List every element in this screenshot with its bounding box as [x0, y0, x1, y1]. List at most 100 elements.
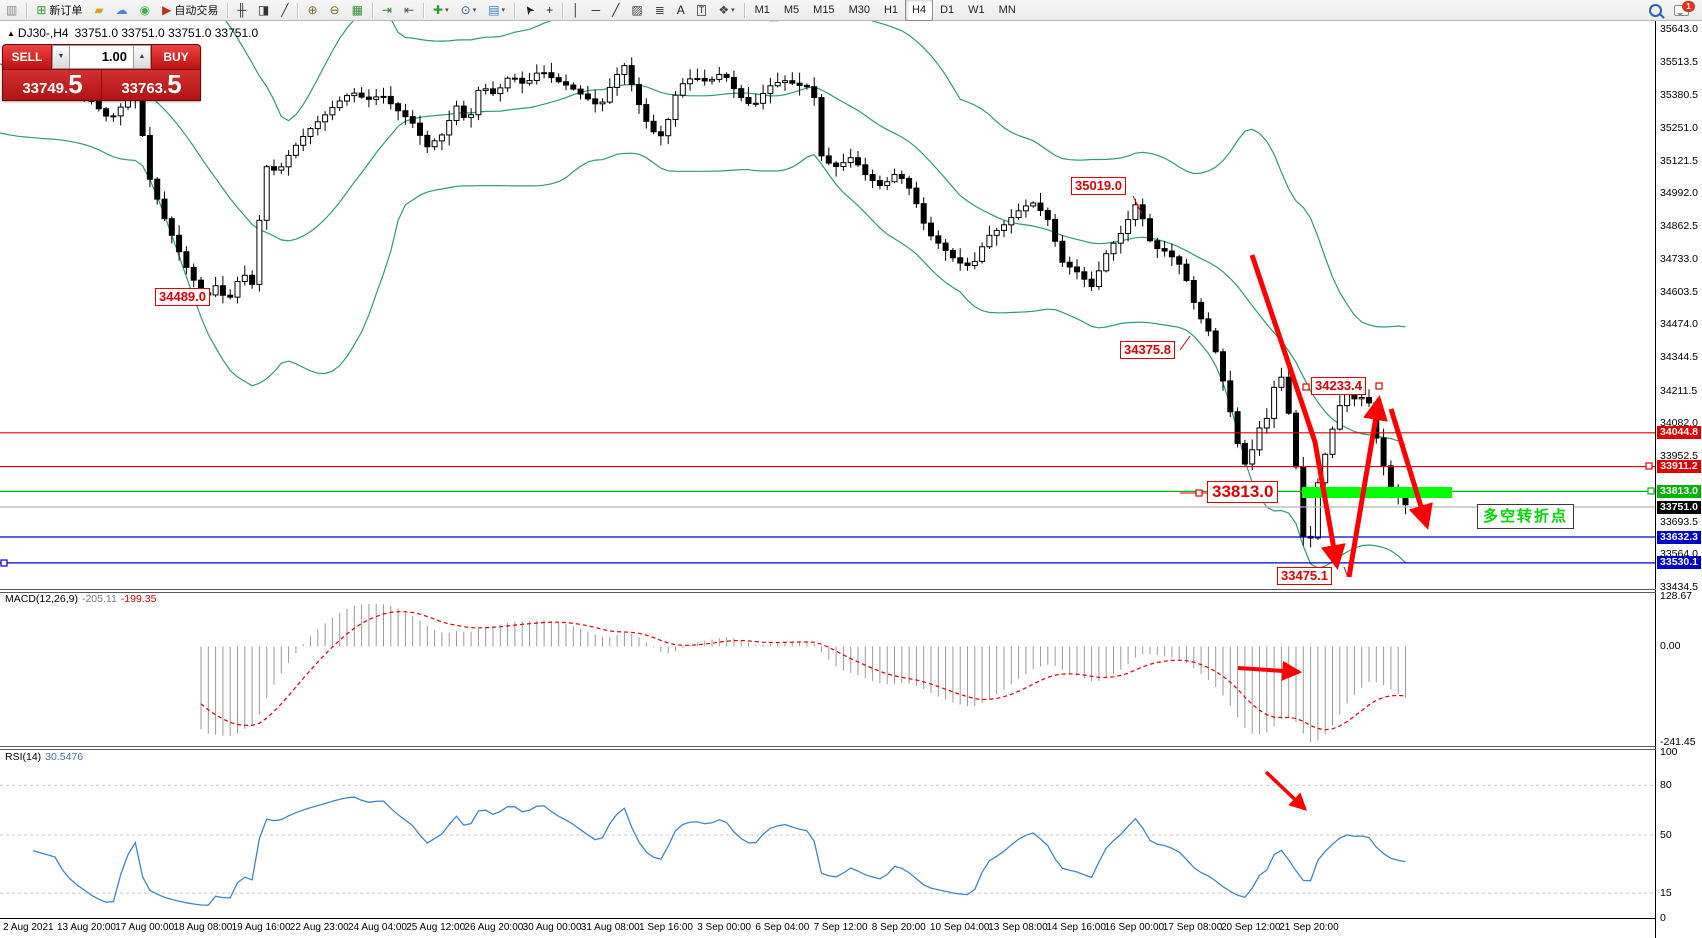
- timeframe-button-h1[interactable]: H1: [883, 4, 899, 16]
- price-scale-tick: 34211.5: [1660, 384, 1698, 397]
- timeframe-button-mn[interactable]: MN: [998, 4, 1016, 16]
- bar-chart-icon[interactable]: ╫: [232, 0, 251, 20]
- zoom-in-icon[interactable]: ⊕: [302, 0, 322, 20]
- autoscroll-icon[interactable]: ⇥: [377, 0, 397, 20]
- timeframe-button-w1[interactable]: W1: [968, 4, 985, 16]
- price-callout-label[interactable]: 33813.0: [1207, 481, 1279, 503]
- zoom-out-icon[interactable]: ⊖: [325, 0, 345, 20]
- channel-icon[interactable]: ▨: [626, 0, 647, 20]
- timeframe-button-m5[interactable]: M5: [783, 4, 800, 16]
- time-axis-label: 2 Aug 2021: [3, 922, 54, 933]
- sell-button[interactable]: SELL: [3, 45, 52, 69]
- time-axis-label: 19 Aug 16:00: [231, 922, 291, 933]
- autoscroll-icon: ⇥: [381, 3, 392, 17]
- price-callout-label[interactable]: 35019.0: [1071, 177, 1126, 195]
- window-icon[interactable]: ▥: [1, 0, 22, 20]
- search-button[interactable]: [1644, 0, 1667, 20]
- arrows-icon: ❖: [718, 3, 730, 17]
- volume-input[interactable]: 1.00: [70, 45, 133, 69]
- line-chart-icon: ╱: [281, 3, 289, 17]
- templates-button[interactable]: ▤ ▾: [483, 0, 510, 20]
- trendline-icon: ╱: [612, 3, 620, 17]
- level-price-badge: 33813.0: [1657, 484, 1701, 498]
- buy-price-display[interactable]: 33763.5: [102, 70, 200, 100]
- price-scale-tick: 35380.5: [1660, 89, 1698, 102]
- crosshair-icon: +: [546, 3, 554, 17]
- time-axis-label: 3 Sep 00:00: [697, 922, 752, 933]
- price-scale-tick: 15: [1660, 887, 1672, 900]
- timeframe-button-m15[interactable]: M15: [813, 4, 835, 16]
- buy-button[interactable]: BUY: [151, 45, 200, 69]
- chart-shift-icon: ⇤: [403, 3, 415, 17]
- price-scale-tick: 35121.5: [1660, 154, 1698, 167]
- price-scale-tick: 35643.0: [1660, 23, 1698, 35]
- indicators-button[interactable]: ✚ ▾: [428, 0, 454, 20]
- text-icon[interactable]: A: [672, 0, 690, 20]
- time-axis[interactable]: 2 Aug 2021 13 Aug 20:00 17 Aug 00:00 18 Aug…: [0, 919, 1655, 938]
- chevron-down-icon: ▾: [501, 7, 506, 14]
- sell-price-display[interactable]: 33749.5: [3, 70, 102, 100]
- time-axis-label: 22 Aug 23:00: [289, 922, 349, 933]
- time-axis-label: 26 Aug 20:00: [464, 922, 524, 933]
- level-price-badge: 33911.2: [1657, 460, 1701, 474]
- crosshair-icon[interactable]: +: [541, 0, 558, 20]
- new-order-button[interactable]: ⊞ 新订单: [31, 0, 87, 20]
- price-callout-label[interactable]: 34375.8: [1120, 341, 1175, 359]
- candlestick-icon: ◨: [257, 3, 270, 17]
- price-scale-tick: 35513.5: [1660, 55, 1698, 68]
- toolbar-separator: [562, 2, 564, 18]
- volume-increase-button[interactable]: ▲: [133, 45, 151, 69]
- window-icon: ▥: [6, 3, 18, 17]
- candlestick-icon[interactable]: ◨: [253, 0, 274, 20]
- timeframe-button-m30[interactable]: M30: [848, 4, 870, 16]
- symbol-collapse-icon[interactable]: ▲: [7, 29, 15, 38]
- profiles-icon: ▰: [94, 3, 104, 17]
- price-scale-tick: 0.00: [1660, 640, 1681, 653]
- turning-point-note[interactable]: 多空转折点: [1477, 504, 1575, 529]
- price-scale-tick: -241.45: [1660, 736, 1696, 748]
- periods-icon: ⊙: [460, 3, 471, 17]
- notifications-button[interactable]: 1: [1669, 0, 1695, 20]
- level-price-badge: 33530.1: [1657, 556, 1701, 570]
- timeframe-button-h4[interactable]: H4: [905, 0, 934, 21]
- price-scale[interactable]: 35643.0 35513.5 35380.5 35251.0 35121.5 34992…: [1656, 20, 1702, 924]
- time-axis-label: 25 Aug 12:00: [406, 922, 466, 933]
- price-callout-label[interactable]: 34233.4: [1311, 377, 1366, 395]
- price-scale-tick: 34733.0: [1660, 252, 1698, 265]
- timeframe-button-m1[interactable]: M1: [754, 4, 770, 16]
- cursor-icon: ➤: [520, 1, 538, 19]
- fibonacci-icon[interactable]: ≣: [650, 0, 670, 20]
- vertical-line-icon[interactable]: │: [567, 0, 585, 20]
- horizontal-line-icon[interactable]: ─: [587, 0, 606, 20]
- chevron-down-icon: ▾: [445, 7, 449, 14]
- autotrading-button[interactable]: ▶ 自动交易: [157, 0, 223, 20]
- symbol-name: DJ30-,H4: [17, 26, 69, 40]
- toolbar-separator: [297, 2, 299, 18]
- text-label-icon: T: [696, 4, 707, 16]
- arrows-button[interactable]: ❖ ▾: [713, 0, 739, 20]
- timeframe-button-d1[interactable]: D1: [940, 4, 955, 16]
- level-price-badge: 33632.3: [1657, 530, 1701, 544]
- price-callout-label[interactable]: 34489.0: [155, 288, 210, 306]
- tile-windows-icon: ▦: [351, 3, 363, 17]
- profiles-icon[interactable]: ▰: [89, 0, 108, 20]
- market-icon[interactable]: ☁: [111, 0, 133, 20]
- price-callout-label[interactable]: 33475.1: [1277, 567, 1332, 585]
- chart-shift-icon[interactable]: ⇤: [399, 0, 419, 20]
- text-icon: A: [676, 3, 685, 17]
- chart-symbol-header: ▲ DJ30-,H4 33751.0 33751.0 33751.0 33751.0: [7, 26, 258, 40]
- price-scale-tick: 80: [1660, 779, 1672, 792]
- tile-windows-icon[interactable]: ▦: [347, 0, 368, 20]
- indicators-icon: ✚: [433, 3, 444, 17]
- line-chart-icon[interactable]: ╱: [276, 0, 293, 20]
- signals-icon[interactable]: ◉: [135, 0, 155, 20]
- text-label-icon[interactable]: T: [692, 0, 712, 20]
- trendline-icon[interactable]: ╱: [607, 0, 624, 20]
- chat-bubble-icon: 1: [1674, 0, 1695, 16]
- toolbar-separator: [227, 2, 229, 18]
- periods-button[interactable]: ⊙ ▾: [456, 0, 482, 20]
- vertical-line-icon: │: [572, 3, 580, 17]
- volume-decrease-button[interactable]: ▼: [52, 45, 70, 69]
- cursor-icon[interactable]: ➤: [519, 0, 539, 20]
